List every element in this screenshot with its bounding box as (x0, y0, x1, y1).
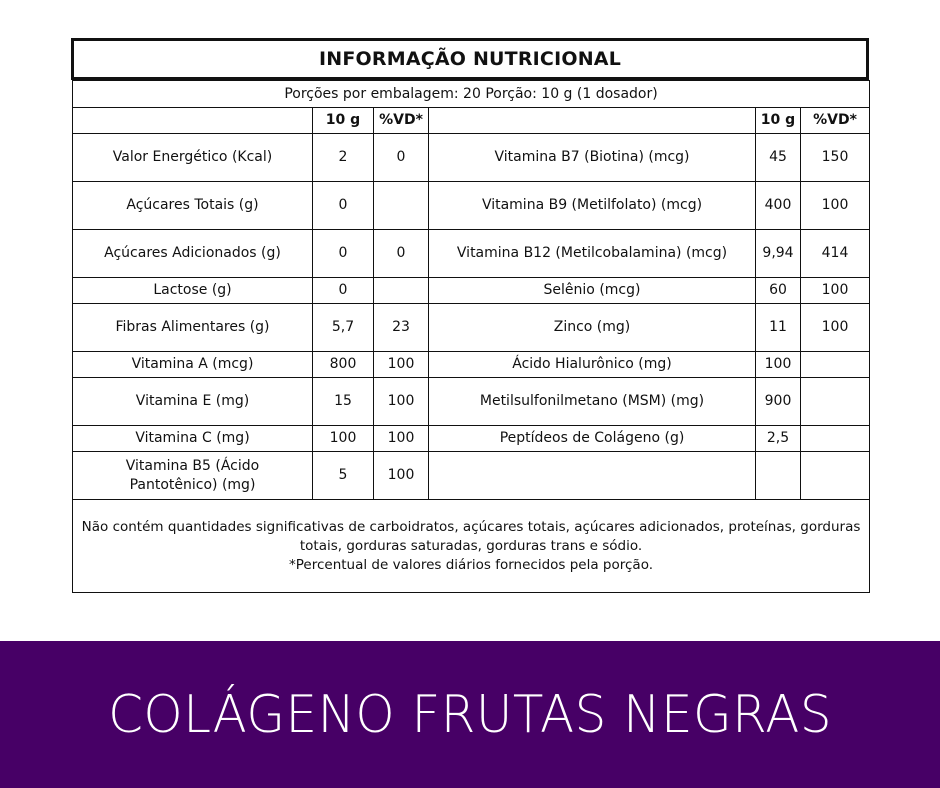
daily-value: 0 (373, 229, 429, 278)
table-row: Vitamina C (mg) 100 100 Peptídeos de Coláge… (72, 425, 871, 452)
amount (755, 451, 801, 500)
product-name: COLÁGENO FRUTAS NEGRAS (107, 684, 832, 745)
nutrient-name: Vitamina B9 (Metilfolato) (mcg) (428, 181, 756, 230)
table-row: Açúcares Totais (g) 0 Vitamina B9 (Metilfo… (72, 181, 871, 230)
daily-value: 100 (799, 303, 871, 352)
amount: 2,5 (755, 425, 801, 452)
table-row: Vitamina E (mg) 15 100 Metilsulfonilmetano … (72, 377, 871, 426)
header-dv: %VD* (799, 107, 871, 134)
daily-value: 100 (373, 425, 429, 452)
daily-value (799, 451, 871, 500)
nutrient-name: Vitamina B12 (Metilcobalamina) (mcg) (428, 229, 756, 278)
amount: 0 (312, 181, 374, 230)
nutrient-name: Vitamina E (mg) (72, 377, 313, 426)
amount: 400 (755, 181, 801, 230)
table-row: Valor Energético (Kcal) 2 0 Vitamina B7 (Bi… (72, 133, 871, 182)
daily-value: 100 (799, 277, 871, 304)
amount: 5 (312, 451, 374, 500)
table-row: Açúcares Adicionados (g) 0 0 Vitamina B12 (… (72, 229, 871, 278)
amount: 2 (312, 133, 374, 182)
nutrient-name: Zinco (mg) (428, 303, 756, 352)
amount: 100 (755, 351, 801, 378)
daily-value (799, 351, 871, 378)
daily-value: 100 (373, 351, 429, 378)
nutrition-table: Porções por embalagem: 20 Porção: 10 g (… (71, 80, 871, 593)
amount: 800 (312, 351, 374, 378)
nutrient-name: Vitamina B7 (Biotina) (mcg) (428, 133, 756, 182)
amount: 900 (755, 377, 801, 426)
amount: 0 (312, 229, 374, 278)
nutrient-name: Fibras Alimentares (g) (72, 303, 313, 352)
nutrient-name: Peptídeos de Colágeno (g) (428, 425, 756, 452)
nutrient-name: Lactose (g) (72, 277, 313, 304)
amount: 100 (312, 425, 374, 452)
daily-value: 100 (799, 181, 871, 230)
amount: 5,7 (312, 303, 374, 352)
nutrient-name: Açúcares Totais (g) (72, 181, 313, 230)
nutrient-name: Vitamina A (mcg) (72, 351, 313, 378)
header-amount: 10 g (312, 107, 374, 134)
nutrient-name: Açúcares Adicionados (g) (72, 229, 313, 278)
footer-line-2: *Percentual de valores diários fornecido… (289, 556, 654, 573)
nutrient-name: Vitamina C (mg) (72, 425, 313, 452)
amount: 60 (755, 277, 801, 304)
serving-info: Porções por embalagem: 20 Porção: 10 g (… (71, 80, 871, 108)
daily-value: 414 (799, 229, 871, 278)
daily-value (373, 181, 429, 230)
daily-value: 150 (799, 133, 871, 182)
table-row: Fibras Alimentares (g) 5,7 23 Zinco (mg) 11 1… (72, 303, 871, 352)
header-amount: 10 g (755, 107, 801, 134)
nutrient-name (428, 451, 756, 500)
amount: 15 (312, 377, 374, 426)
table-row: Vitamina B5 (Ácido Pantotênico) (mg) 5 100 (72, 451, 871, 500)
header-blank (72, 107, 313, 134)
footer-line-1: Não contém quantidades significativas de… (81, 518, 861, 554)
daily-value: 100 (373, 451, 429, 500)
header-blank (428, 107, 756, 134)
daily-value (799, 377, 871, 426)
daily-value: 0 (373, 133, 429, 182)
amount: 45 (755, 133, 801, 182)
daily-value: 100 (373, 377, 429, 426)
footer-notes: Não contém quantidades significativas de… (71, 499, 871, 593)
header-dv: %VD* (373, 107, 429, 134)
amount: 9,94 (755, 229, 801, 278)
nutrient-name: Vitamina B5 (Ácido Pantotênico) (mg) (72, 451, 313, 500)
daily-value: 23 (373, 303, 429, 352)
product-banner: COLÁGENO FRUTAS NEGRAS (0, 641, 940, 788)
nutrient-name: Ácido Hialurônico (mg) (428, 351, 756, 378)
nutrient-name: Metilsulfonilmetano (MSM) (mg) (428, 377, 756, 426)
nutrient-name: Selênio (mcg) (428, 277, 756, 304)
table-row: Lactose (g) 0 Selênio (mcg) 60 100 (72, 277, 871, 304)
amount: 0 (312, 277, 374, 304)
nutrition-title: INFORMAÇÃO NUTRICIONAL (71, 38, 869, 80)
table-row: Vitamina A (mcg) 800 100 Ácido Hialurônico … (72, 351, 871, 378)
amount: 11 (755, 303, 801, 352)
nutrient-name: Valor Energético (Kcal) (72, 133, 313, 182)
daily-value (799, 425, 871, 452)
daily-value (373, 277, 429, 304)
